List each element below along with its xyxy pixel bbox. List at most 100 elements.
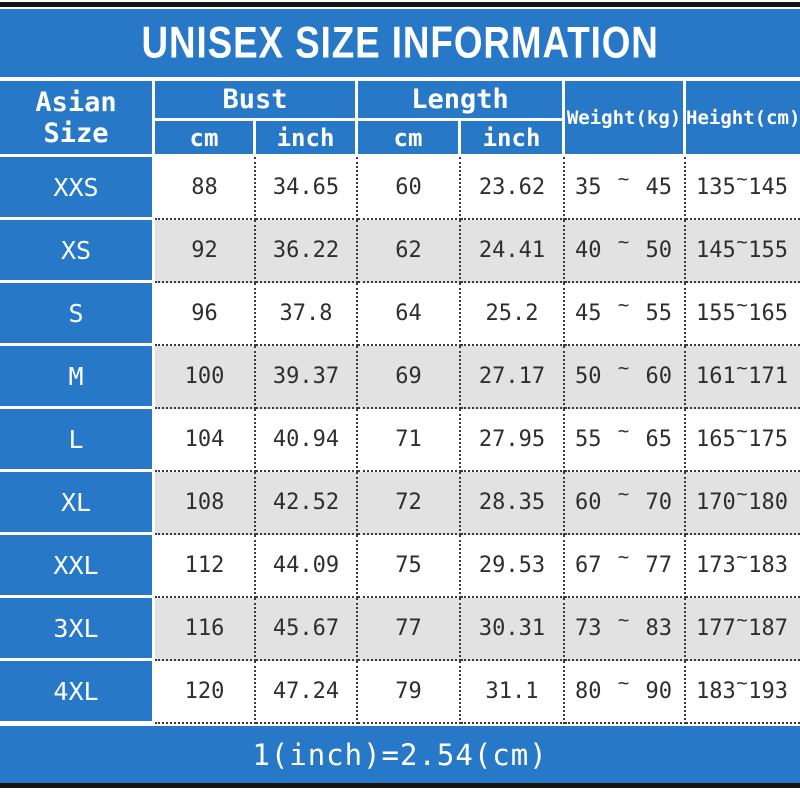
- page-title: UNISEX SIZE INFORMATION: [141, 17, 659, 68]
- table-row: S 96 37.8 64 25.2 45 ~55 155 ~165: [0, 283, 800, 346]
- length-inch-cell: 27.95: [461, 409, 566, 472]
- height-range-cell: 155 ~165: [686, 283, 800, 346]
- size-cell: XL: [0, 472, 155, 535]
- bust-cm-cell: 108: [155, 472, 256, 535]
- height-min: 145: [696, 238, 736, 263]
- weight-range-cell: 60 ~70: [565, 472, 687, 535]
- table-row: M 100 39.37 69 27.17 50 ~60 161 ~171: [0, 346, 800, 409]
- weight-range: 60 ~70: [565, 483, 684, 516]
- top-border-bar: [0, 2, 800, 7]
- col-header-asian-size: Asian Size: [0, 81, 155, 157]
- length-inch-cell: 28.35: [461, 472, 566, 535]
- bust-cm-cell: 104: [155, 409, 256, 472]
- height-max: 180: [748, 490, 788, 515]
- size-cell: M: [0, 346, 155, 409]
- size-table: Asian Size Bust Length Weight(kg) Height…: [0, 81, 800, 724]
- height-min: 161: [696, 364, 736, 389]
- tilde-symbol: ~: [736, 419, 748, 442]
- length-cm-cell: 69: [358, 346, 461, 409]
- table-row: 3XL 116 45.67 77 30.31 73 ~83 177 ~187: [0, 598, 800, 661]
- height-max: 193: [748, 679, 788, 704]
- size-cell: XS: [0, 220, 155, 283]
- size-cell: L: [0, 409, 155, 472]
- tilde-symbol: ~: [736, 293, 748, 316]
- weight-range-cell: 73 ~83: [565, 598, 687, 661]
- bust-cm-cell: 88: [155, 157, 256, 220]
- tilde-symbol: ~: [617, 671, 630, 694]
- weight-range: 40 ~50: [565, 231, 684, 264]
- weight-min: 60: [575, 490, 602, 515]
- weight-max: 77: [645, 553, 673, 578]
- weight-range: 55 ~65: [565, 420, 684, 453]
- bust-inch-cell: 45.67: [256, 598, 358, 661]
- height-range: 161 ~171: [686, 357, 800, 390]
- col-header-weight: Weight(kg): [565, 81, 687, 157]
- weight-range-cell: 40 ~50: [565, 220, 687, 283]
- tilde-symbol: ~: [617, 167, 630, 190]
- height-range: 145 ~155: [686, 231, 800, 264]
- weight-range: 45 ~55: [565, 294, 684, 327]
- weight-min: 55: [575, 427, 602, 452]
- table-body: XXS 88 34.65 60 23.62 35 ~45 135 ~145 XS 92 36.22 62…: [0, 157, 800, 724]
- tilde-symbol: ~: [736, 167, 748, 190]
- weight-max: 90: [645, 679, 673, 704]
- top-edge-strip: [0, 0, 800, 2]
- height-max: 165: [748, 301, 788, 326]
- table-row: XL 108 42.52 72 28.35 60 ~70 170 ~180: [0, 472, 800, 535]
- length-cm-cell: 62: [358, 220, 461, 283]
- height-range-cell: 165 ~175: [686, 409, 800, 472]
- size-cell: 4XL: [0, 661, 155, 724]
- title-band: UNISEX SIZE INFORMATION: [0, 9, 800, 77]
- length-cm-cell: 60: [358, 157, 461, 220]
- tilde-symbol: ~: [617, 545, 630, 568]
- length-inch-cell: 27.17: [461, 346, 566, 409]
- height-range-cell: 161 ~171: [686, 346, 800, 409]
- height-range: 170 ~180: [686, 483, 800, 516]
- col-header-bust: Bust: [155, 81, 358, 121]
- height-min: 170: [696, 490, 736, 515]
- weight-max: 60: [645, 364, 673, 389]
- table-row: 4XL 120 47.24 79 31.1 80 ~90 183 ~193: [0, 661, 800, 724]
- weight-range: 35 ~45: [565, 168, 684, 201]
- weight-range: 50 ~60: [565, 357, 684, 390]
- height-max: 183: [748, 553, 788, 578]
- table-row: XXS 88 34.65 60 23.62 35 ~45 135 ~145: [0, 157, 800, 220]
- weight-min: 35: [575, 175, 602, 200]
- col-header-bust-inch: inch: [256, 121, 358, 157]
- length-cm-cell: 75: [358, 535, 461, 598]
- length-inch-cell: 25.2: [461, 283, 566, 346]
- height-range: 173 ~183: [686, 546, 800, 579]
- bust-inch-cell: 40.94: [256, 409, 358, 472]
- length-inch-cell: 23.62: [461, 157, 566, 220]
- weight-range-cell: 55 ~65: [565, 409, 687, 472]
- weight-max: 50: [645, 238, 673, 263]
- table-row: L 104 40.94 71 27.95 55 ~65 165 ~175: [0, 409, 800, 472]
- weight-max: 83: [645, 616, 673, 641]
- tilde-symbol: ~: [617, 608, 630, 631]
- bust-inch-cell: 47.24: [256, 661, 358, 724]
- length-inch-cell: 24.41: [461, 220, 566, 283]
- weight-max: 70: [645, 490, 673, 515]
- height-range: 155 ~165: [686, 294, 800, 327]
- size-cell: 3XL: [0, 598, 155, 661]
- table-row: XXL 112 44.09 75 29.53 67 ~77 173 ~183: [0, 535, 800, 598]
- height-max: 187: [748, 616, 788, 641]
- bust-cm-cell: 120: [155, 661, 256, 724]
- weight-range: 73 ~83: [565, 609, 684, 642]
- bust-cm-cell: 100: [155, 346, 256, 409]
- height-range: 135 ~145: [686, 168, 800, 201]
- tilde-symbol: ~: [617, 419, 630, 442]
- height-min: 177: [696, 616, 736, 641]
- bust-inch-cell: 36.22: [256, 220, 358, 283]
- height-range: 165 ~175: [686, 420, 800, 453]
- weight-max: 45: [645, 175, 673, 200]
- height-min: 165: [696, 427, 736, 452]
- col-header-bust-cm: cm: [155, 121, 256, 157]
- table-header: Asian Size Bust Length Weight(kg) Height…: [0, 81, 800, 157]
- conversion-note-band: 1(inch)=2.54(cm): [0, 726, 800, 783]
- bust-inch-cell: 37.8: [256, 283, 358, 346]
- height-min: 135: [696, 175, 736, 200]
- weight-min: 67: [575, 553, 602, 578]
- tilde-symbol: ~: [736, 608, 748, 631]
- tilde-symbol: ~: [736, 482, 748, 505]
